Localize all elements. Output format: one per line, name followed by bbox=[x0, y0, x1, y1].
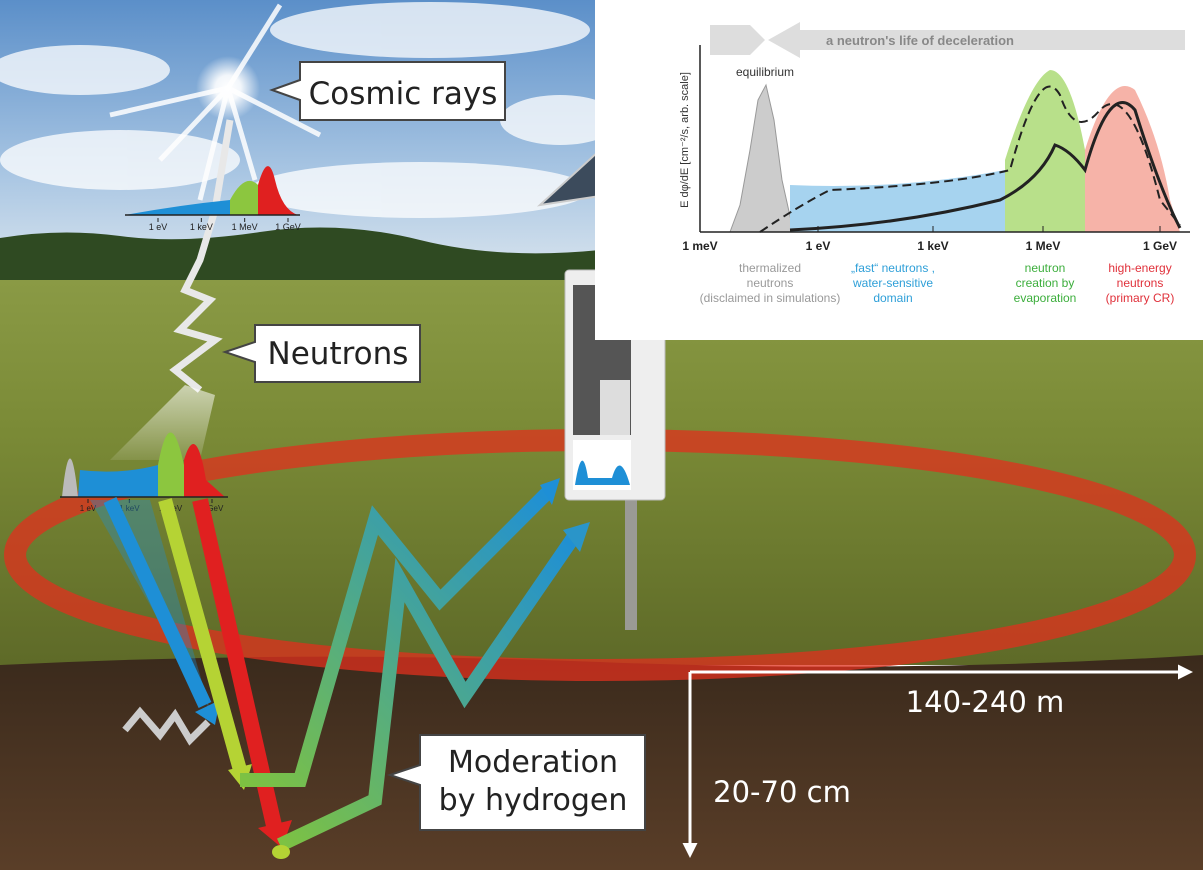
x-tick-label: 1 meV bbox=[682, 239, 717, 253]
region-label: „fast“ neutrons , bbox=[851, 261, 935, 275]
region-label: thermalized bbox=[739, 261, 801, 275]
tick-label: 1 MeV bbox=[232, 222, 258, 232]
moderation-callout: Moderation by hydrogen bbox=[390, 735, 645, 830]
callout-text: by hydrogen bbox=[439, 783, 628, 818]
page-body: {"labels": {"cosmic_rays": "Cosmic rays"… bbox=[0, 0, 1203, 870]
region-label: water-sensitive bbox=[852, 276, 933, 290]
banner-text: a neutron's life of deceleration bbox=[826, 33, 1014, 48]
callout-text: Cosmic rays bbox=[309, 76, 498, 112]
region-label: neutron bbox=[1025, 261, 1066, 275]
region-label: neutrons bbox=[747, 276, 794, 290]
region-label: creation by bbox=[1016, 276, 1075, 290]
x-tick-label: 1 MeV bbox=[1026, 239, 1061, 253]
region-label: (disclaimed in simulations) bbox=[700, 291, 841, 305]
illustration: 1 eV 1 keV 1 MeV 1 GeV 1 eV 1 keV 1 MeV 1 GeV bbox=[0, 0, 1203, 870]
neutrons-callout: Neutrons bbox=[225, 325, 420, 382]
radius-label: 140-240 m bbox=[906, 685, 1065, 719]
region-label: (primary CR) bbox=[1106, 291, 1175, 305]
tick-label: 1 keV bbox=[190, 222, 213, 232]
x-tick-label: 1 eV bbox=[806, 239, 831, 253]
region-label: evaporation bbox=[1014, 291, 1077, 305]
callout-text: Neutrons bbox=[268, 336, 409, 372]
page: Cosmic-ray neutron sensing body { margin… bbox=[0, 0, 1203, 870]
tick-label: 1 GeV bbox=[275, 222, 301, 232]
region-label: high-energy bbox=[1108, 261, 1171, 275]
y-axis-label: E dφ/dE [cm⁻²/s, arb. scale] bbox=[679, 72, 691, 208]
callout-text: Moderation bbox=[448, 745, 618, 780]
region-label: domain bbox=[873, 291, 912, 305]
x-tick-label: 1 keV bbox=[917, 239, 948, 253]
region-label: neutrons bbox=[1117, 276, 1164, 290]
cosmic-rays-callout: Cosmic rays bbox=[272, 62, 505, 120]
equilibrium-label: equilibrium bbox=[736, 65, 794, 79]
x-tick-label: 1 GeV bbox=[1143, 239, 1177, 253]
tick-label: 1 eV bbox=[149, 222, 168, 232]
inset-chart: a neutron's life of deceleration equilib… bbox=[595, 0, 1203, 340]
depth-label: 20-70 cm bbox=[713, 775, 851, 809]
